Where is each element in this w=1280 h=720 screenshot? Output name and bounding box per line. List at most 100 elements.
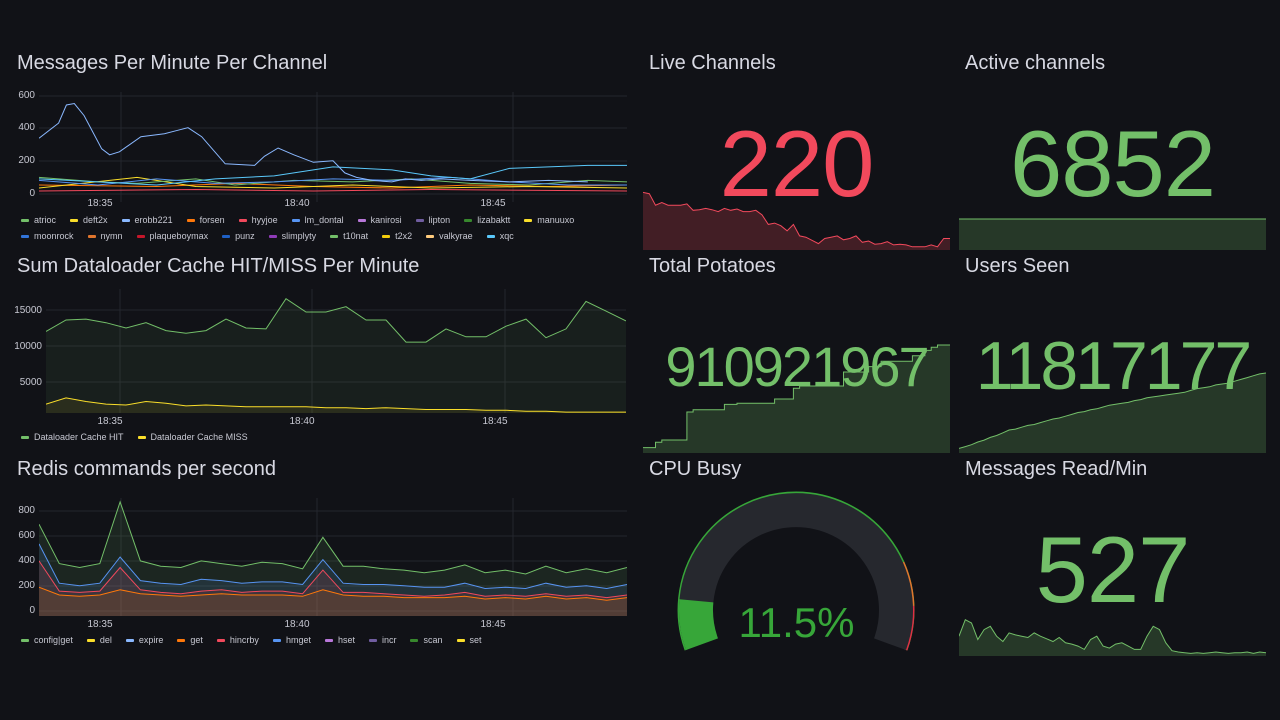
panel-messages-per-minute: Messages Per Minute Per Channel 600 400 …	[17, 52, 629, 248]
legend-label: set	[469, 635, 482, 645]
legend-item[interactable]: del	[86, 635, 112, 645]
cache-chart[interactable]	[46, 289, 626, 413]
legend-label: kanirosi	[370, 215, 402, 225]
x-tick: 18:40	[284, 198, 310, 209]
sparkline-line	[643, 344, 950, 449]
series-line-xqc	[39, 164, 627, 186]
legend-swatch	[486, 234, 495, 238]
legend-swatch	[368, 638, 377, 642]
legend-item[interactable]: forsen	[186, 215, 225, 225]
legend-swatch	[137, 435, 146, 439]
legend-swatch	[456, 638, 465, 642]
legend-item[interactable]: moonrock	[21, 231, 74, 241]
sparkline-line	[643, 191, 950, 248]
x-tick: 18:35	[87, 198, 113, 209]
legend-swatch	[382, 234, 391, 238]
legend-item[interactable]: atrioc	[21, 215, 56, 225]
gauge-track	[679, 493, 913, 650]
legend-item[interactable]: lizabaktt	[464, 215, 510, 225]
legend-item[interactable]: Dataloader Cache HIT	[21, 432, 124, 442]
y-tick: 15000	[14, 305, 42, 316]
legend-item[interactable]: nymn	[87, 231, 123, 241]
legend-swatch	[238, 218, 247, 222]
legend-swatch	[21, 234, 29, 238]
sparkline-area	[959, 619, 1266, 656]
legend-item[interactable]: lipton	[415, 215, 450, 225]
legend-item[interactable]: slimplyty	[268, 231, 317, 241]
panel-title[interactable]: Active channels	[965, 52, 1106, 74]
legend-item[interactable]: plaqueboymax	[136, 231, 208, 241]
legend-item[interactable]: deft2x	[70, 215, 108, 225]
legend-item[interactable]: hset	[324, 635, 355, 645]
sparkline-area	[959, 373, 1266, 453]
legend-item[interactable]: manuuxo	[524, 215, 574, 225]
legend-item[interactable]: kanirosi	[357, 215, 402, 225]
legend-label: slimplyty	[281, 231, 317, 241]
legend-item[interactable]: expire	[125, 635, 163, 645]
y-tick: 400	[18, 122, 35, 133]
y-tick: 0	[29, 605, 35, 616]
panel-title[interactable]: Users Seen	[965, 255, 1070, 277]
legend-label: scan	[423, 635, 443, 645]
legend-label: lizabaktt	[477, 215, 511, 225]
legend-item[interactable]: valkyrae	[426, 231, 473, 241]
series-line-hyyjoe	[39, 188, 627, 192]
series-area-get	[39, 587, 627, 616]
legend-item[interactable]: xqc	[486, 231, 514, 241]
legend-label: hset	[337, 635, 355, 645]
legend-item[interactable]: t2x2	[382, 231, 412, 241]
legend-swatch	[410, 638, 419, 642]
panel-title[interactable]: Redis commands per second	[17, 458, 277, 480]
legend-label: lm_dontal	[304, 215, 344, 225]
y-tick: 600	[18, 90, 35, 101]
legend-swatch	[86, 638, 95, 642]
legend-item[interactable]: hyyjoe	[238, 215, 278, 225]
legend-item[interactable]: get	[177, 635, 203, 645]
panel-title[interactable]: Messages Read/Min	[965, 458, 1148, 480]
legend-swatch	[426, 234, 435, 238]
series-line-config|get	[39, 500, 627, 575]
series-line-Dataloader Cache HIT	[46, 298, 626, 343]
legend-label: t2x2	[395, 231, 413, 241]
panel-title[interactable]: Live Channels	[649, 52, 776, 74]
legend-item[interactable]: hmget	[272, 635, 311, 645]
panel-title[interactable]: CPU Busy	[649, 458, 742, 480]
series-line-erobb221	[39, 102, 588, 183]
live-channels-sparkline	[643, 191, 950, 250]
x-tick: 18:35	[87, 619, 113, 630]
panel-live-channels: Live Channels 220	[643, 52, 950, 250]
legend-item[interactable]: incr	[368, 635, 397, 645]
legend-item[interactable]: hincrby	[216, 635, 259, 645]
legend-label: Dataloader Cache MISS	[150, 432, 248, 442]
panel-title[interactable]: Sum Dataloader Cache HIT/MISS Per Minute	[17, 255, 420, 277]
legend-item[interactable]: punz	[222, 231, 255, 241]
legend-item[interactable]: Dataloader Cache MISS	[137, 432, 248, 442]
messages-read-value: 527	[1035, 517, 1191, 622]
legend-item[interactable]: scan	[410, 635, 443, 645]
legend-item[interactable]: erobb221	[121, 215, 173, 225]
legend-swatch	[21, 638, 29, 642]
redis-chart[interactable]	[39, 498, 627, 616]
messages-chart[interactable]	[39, 92, 627, 202]
legend-item[interactable]: t10nat	[330, 231, 368, 241]
legend-item[interactable]: config|get	[21, 635, 73, 645]
legend-item[interactable]: set	[456, 635, 482, 645]
legend-swatch	[125, 638, 134, 642]
legend-label: incr	[381, 635, 397, 645]
sparkline-line	[959, 618, 1266, 654]
y-tick: 800	[18, 505, 35, 516]
series-line-lm_dontal	[39, 176, 627, 186]
y-tick: 5000	[19, 377, 42, 388]
legend-swatch	[357, 218, 366, 222]
gauge-value-arc	[678, 599, 719, 651]
x-tick: 18:40	[284, 619, 310, 630]
panel-title[interactable]: Messages Per Minute Per Channel	[17, 52, 328, 74]
legend-swatch	[291, 218, 300, 222]
legend-swatch	[268, 234, 277, 238]
x-tick: 18:45	[480, 619, 506, 630]
legend-item[interactable]: lm_dontal	[291, 215, 344, 225]
legend-label: erobb221	[134, 215, 173, 225]
legend-label: xqc	[499, 231, 514, 241]
panel-title[interactable]: Total Potatoes	[649, 255, 776, 277]
legend-label: manuuxo	[537, 215, 575, 225]
